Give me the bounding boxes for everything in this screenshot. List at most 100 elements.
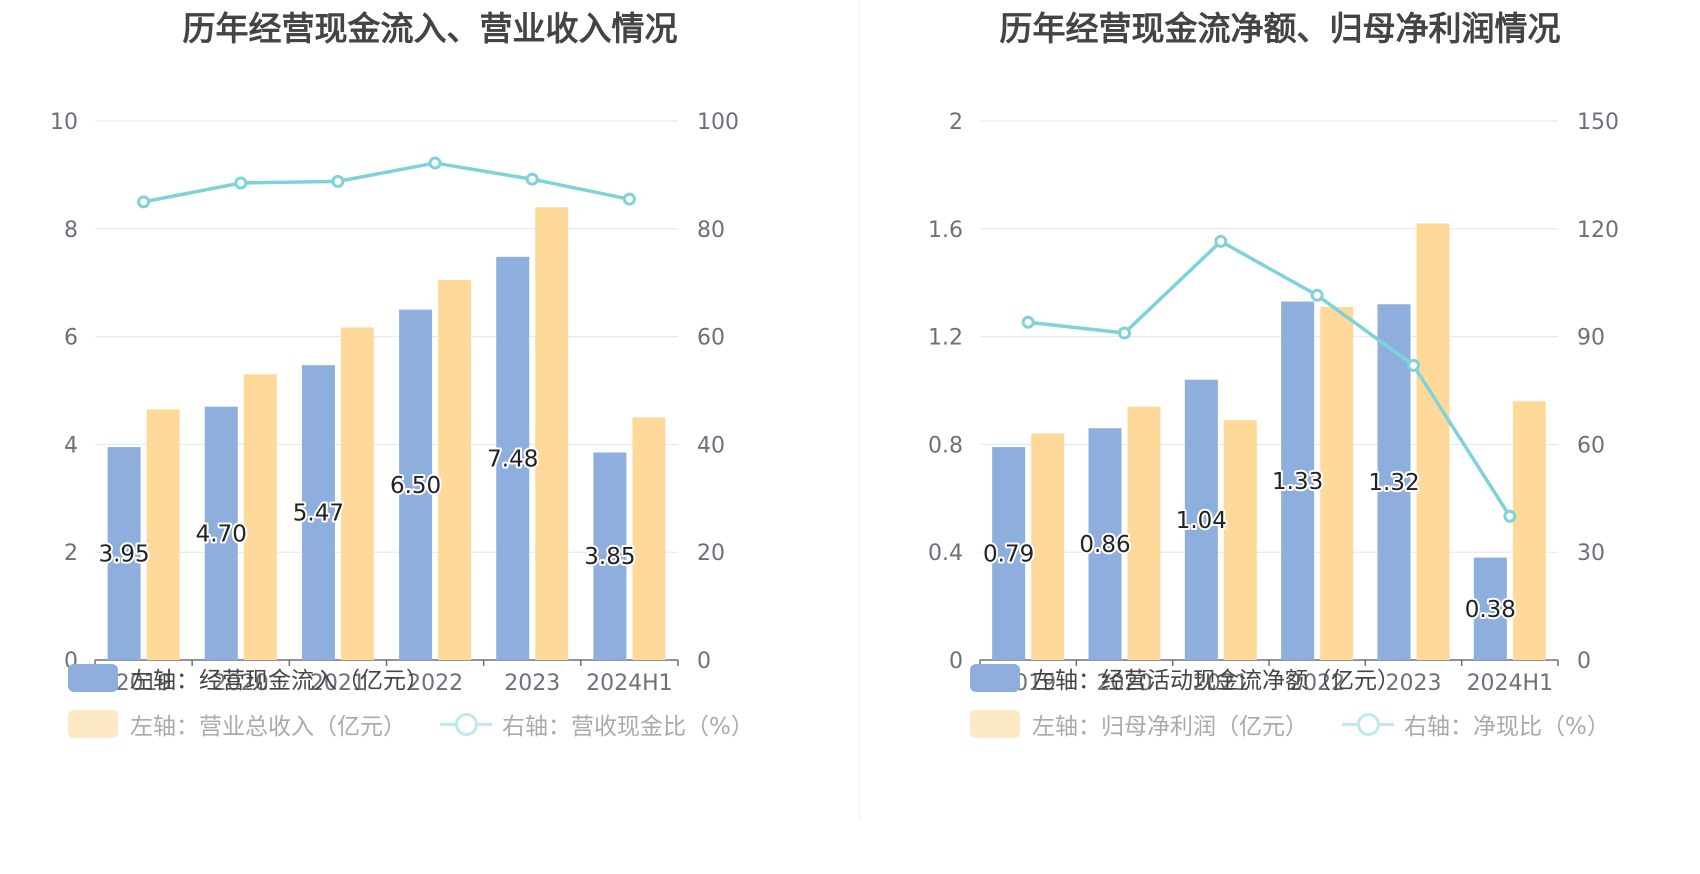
bar-data-label: 1.32 [1368,470,1419,496]
bar-primary [1473,557,1507,660]
x-axis-category-label: 2022 [1289,671,1345,696]
legend-label: 右轴：净现比（%） [1404,714,1610,740]
left-axis-tick-label: 2 [64,541,78,566]
right-axis-tick-label: 80 [697,218,725,243]
ratio-point [525,172,539,186]
bar-data-label: 6.50 [390,473,441,499]
bar-primary [399,309,433,660]
left-axis-tick-label: 4 [64,433,78,458]
ratio-point [137,195,151,209]
legend-label: 左轴：经营活动现金流净额（亿元） [1032,668,1400,694]
chart-panel-net-cash: 历年经营现金流净额、归母净利润情况 0 0.4 0.8 1.2 1.6 2 0 30 60 90 1… [860,0,1700,874]
bar-primary [496,256,530,660]
legend-line-icon [440,710,492,738]
x-axis-category-label: 2023 [1386,671,1442,696]
right-axis-tick-label: 120 [1577,218,1619,243]
bar-secondary [1223,420,1257,660]
legend-label: 左轴：归母净利润（亿元） [1032,714,1308,740]
bar-secondary [1512,401,1546,660]
bar-data-label: 0.86 [1079,532,1130,558]
bar-secondary [1416,223,1450,660]
ratio-point [1407,358,1420,372]
bar-data-label: 1.04 [1176,508,1227,534]
bar-primary [593,452,627,660]
ratio-point [331,174,345,188]
right-axis-tick-label: 100 [697,110,739,135]
bar-data-label: 0.38 [1465,597,1516,623]
legend-item-ratio[interactable]: 右轴：营收现金比（%） [440,707,754,741]
bar-data-label: 4.70 [196,521,247,547]
x-axis-category-label: 2023 [504,671,560,696]
x-axis-category-label: 2024H1 [1467,671,1554,696]
ratio-point [1503,509,1517,523]
x-axis-category-label: 2024H1 [586,671,673,696]
ratio-point [1118,326,1131,340]
panel-divider [859,0,860,820]
bar-secondary [1031,433,1065,660]
ratio-line [1027,239,1512,518]
ratio-point [622,192,636,206]
right-axis-tick-label: 30 [1577,541,1605,566]
bar-primary [1377,304,1411,660]
x-axis-category-label: 2020 [1097,671,1153,696]
ratio-point [1310,288,1324,302]
ratio-point [428,156,442,170]
bar-primary [1281,301,1315,660]
legend-label: 右轴：营收现金比（%） [502,714,754,740]
bar-primary [204,406,238,660]
ratio-point [1214,234,1228,248]
left-axis-tick-label: 0.8 [928,433,963,458]
right-axis-tick-label: 0 [1577,649,1591,674]
bar-secondary [535,207,569,661]
right-axis-tick-label: 40 [697,433,725,458]
right-axis-tick-label: 60 [1577,433,1605,458]
bar-primary [107,447,141,660]
left-axis-tick-label: 0.4 [928,541,963,566]
bar-data-label: 1.33 [1272,469,1323,495]
legend-item-net-cash[interactable]: 左轴：经营活动现金流净额（亿元） [970,661,1400,695]
bar-primary [301,365,335,660]
right-axis-tick-label: 90 [1577,326,1605,351]
bar-secondary [1127,406,1161,660]
x-axis-category-label: 2019 [116,671,172,696]
left-axis-tick-label: 6 [64,326,78,351]
bar-primary [1088,428,1122,660]
x-axis-category-label: 2020 [213,671,269,696]
legend-item-net-profit[interactable]: 左轴：归母净利润（亿元） [970,707,1308,741]
x-axis-category-label: 2022 [407,671,463,696]
legend-item-ratio[interactable]: 右轴：净现比（%） [1342,707,1610,741]
bar-primary [1184,379,1218,660]
legend-item-revenue[interactable]: 左轴：营业总收入（亿元） [68,707,406,741]
bar-primary [992,447,1026,660]
bar-data-label: 7.48 [487,446,538,472]
legend-swatch-orange [970,710,1020,738]
bar-data-label: 5.47 [293,501,344,527]
legend-swatch-blue [68,664,118,692]
legend-item-cash-inflow[interactable]: 左轴：经营现金流入（亿元） [68,661,429,695]
legend-line-icon [1342,710,1394,738]
x-axis-category-label: 2021 [1193,671,1249,696]
left-axis-tick-label: 1.2 [928,326,963,351]
bar-data-label: 3.95 [98,542,149,568]
right-axis-tick-label: 60 [697,326,725,351]
legend-swatch-orange [68,710,118,738]
x-axis-category-label: 2021 [310,671,366,696]
chart-panel-cash-inflow: 历年经营现金流入、营业收入情况 0 2 4 6 8 10 0 20 40 60 80 100 2019 2… [50,9,788,741]
left-axis-tick-label: 10 [50,110,78,135]
legend-row-2: 左轴：营业总收入（亿元） 右轴：营收现金比（%） [68,707,788,741]
left-axis-tick-label: 0 [949,649,963,674]
chart-title: 历年经营现金流入、营业收入情况 [182,9,678,48]
bar-data-label: 3.85 [584,544,635,570]
left-axis-tick-label: 1.6 [928,218,963,243]
left-axis-tick-label: 2 [949,110,963,135]
chart-title: 历年经营现金流净额、归母净利润情况 [999,9,1561,48]
bar-secondary [632,417,666,660]
left-axis-tick-label: 8 [64,218,78,243]
right-axis-tick-label: 0 [697,649,711,674]
bar-secondary [243,374,277,660]
bar-secondary [1320,306,1354,660]
legend-row-2: 左轴：归母净利润（亿元） 右轴：净现比（%） [970,707,1644,741]
legend-label: 左轴：营业总收入（亿元） [130,714,406,740]
